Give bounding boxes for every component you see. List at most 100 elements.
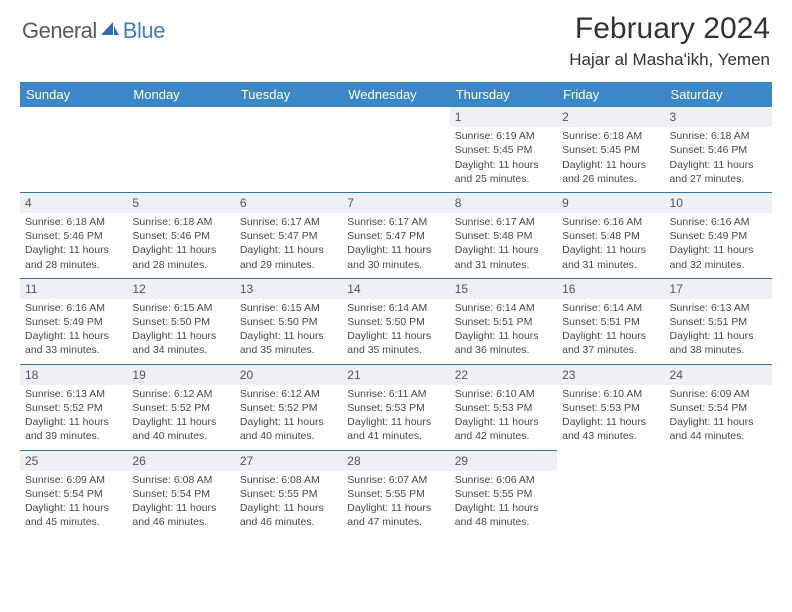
- day-details: Sunrise: 6:14 AMSunset: 5:50 PMDaylight:…: [347, 301, 444, 358]
- calendar-body: 1Sunrise: 6:19 AMSunset: 5:45 PMDaylight…: [20, 107, 772, 535]
- calendar-header-row: SundayMondayTuesdayWednesdayThursdayFrid…: [20, 82, 772, 107]
- calendar-day-cell: 18Sunrise: 6:13 AMSunset: 5:52 PMDayligh…: [20, 364, 127, 450]
- calendar-day-cell: 15Sunrise: 6:14 AMSunset: 5:51 PMDayligh…: [450, 278, 557, 364]
- calendar-day-cell: 8Sunrise: 6:17 AMSunset: 5:48 PMDaylight…: [450, 192, 557, 278]
- day-number: 25: [20, 451, 127, 471]
- day-details: Sunrise: 6:15 AMSunset: 5:50 PMDaylight:…: [240, 301, 337, 358]
- calendar-day-cell: 21Sunrise: 6:11 AMSunset: 5:53 PMDayligh…: [342, 364, 449, 450]
- day-number: 23: [557, 365, 664, 385]
- day-details: Sunrise: 6:18 AMSunset: 5:46 PMDaylight:…: [132, 215, 229, 272]
- calendar-day-cell: 14Sunrise: 6:14 AMSunset: 5:50 PMDayligh…: [342, 278, 449, 364]
- page-header: General Blue February 2024 Hajar al Mash…: [0, 0, 792, 74]
- day-details: Sunrise: 6:18 AMSunset: 5:46 PMDaylight:…: [670, 129, 767, 186]
- day-number: 13: [235, 279, 342, 299]
- calendar-day-cell: 25Sunrise: 6:09 AMSunset: 5:54 PMDayligh…: [20, 450, 127, 535]
- day-details: Sunrise: 6:06 AMSunset: 5:55 PMDaylight:…: [455, 473, 552, 530]
- day-details: Sunrise: 6:13 AMSunset: 5:52 PMDaylight:…: [25, 387, 122, 444]
- day-details: Sunrise: 6:12 AMSunset: 5:52 PMDaylight:…: [132, 387, 229, 444]
- calendar-day-cell: 23Sunrise: 6:10 AMSunset: 5:53 PMDayligh…: [557, 364, 664, 450]
- day-details: Sunrise: 6:18 AMSunset: 5:45 PMDaylight:…: [562, 129, 659, 186]
- calendar-day-cell: 10Sunrise: 6:16 AMSunset: 5:49 PMDayligh…: [665, 192, 772, 278]
- calendar-empty-cell: [665, 450, 772, 535]
- calendar-day-cell: 1Sunrise: 6:19 AMSunset: 5:45 PMDaylight…: [450, 107, 557, 192]
- weekday-header: Tuesday: [235, 82, 342, 107]
- day-number: 29: [450, 451, 557, 471]
- day-details: Sunrise: 6:12 AMSunset: 5:52 PMDaylight:…: [240, 387, 337, 444]
- day-number: 26: [127, 451, 234, 471]
- calendar-day-cell: 22Sunrise: 6:10 AMSunset: 5:53 PMDayligh…: [450, 364, 557, 450]
- day-number: 17: [665, 279, 772, 299]
- calendar-day-cell: 19Sunrise: 6:12 AMSunset: 5:52 PMDayligh…: [127, 364, 234, 450]
- day-number: 9: [557, 193, 664, 213]
- title-block: February 2024 Hajar al Masha'ikh, Yemen: [569, 12, 770, 70]
- day-number: 16: [557, 279, 664, 299]
- day-details: Sunrise: 6:16 AMSunset: 5:48 PMDaylight:…: [562, 215, 659, 272]
- day-number: 24: [665, 365, 772, 385]
- calendar-day-cell: 20Sunrise: 6:12 AMSunset: 5:52 PMDayligh…: [235, 364, 342, 450]
- weekday-header: Wednesday: [342, 82, 449, 107]
- day-number: 12: [127, 279, 234, 299]
- calendar-empty-cell: [20, 107, 127, 192]
- day-details: Sunrise: 6:08 AMSunset: 5:55 PMDaylight:…: [240, 473, 337, 530]
- day-number: 15: [450, 279, 557, 299]
- calendar-empty-cell: [342, 107, 449, 192]
- day-number: 8: [450, 193, 557, 213]
- calendar-table: SundayMondayTuesdayWednesdayThursdayFrid…: [20, 82, 772, 535]
- day-number: 2: [557, 107, 664, 127]
- month-title: February 2024: [569, 12, 770, 46]
- day-details: Sunrise: 6:09 AMSunset: 5:54 PMDaylight:…: [670, 387, 767, 444]
- calendar-day-cell: 16Sunrise: 6:14 AMSunset: 5:51 PMDayligh…: [557, 278, 664, 364]
- day-number: 6: [235, 193, 342, 213]
- day-details: Sunrise: 6:16 AMSunset: 5:49 PMDaylight:…: [25, 301, 122, 358]
- day-details: Sunrise: 6:10 AMSunset: 5:53 PMDaylight:…: [455, 387, 552, 444]
- calendar-day-cell: 29Sunrise: 6:06 AMSunset: 5:55 PMDayligh…: [450, 450, 557, 535]
- day-number: 4: [20, 193, 127, 213]
- day-details: Sunrise: 6:14 AMSunset: 5:51 PMDaylight:…: [562, 301, 659, 358]
- brand-part1: General: [22, 18, 97, 44]
- day-number: 22: [450, 365, 557, 385]
- day-details: Sunrise: 6:14 AMSunset: 5:51 PMDaylight:…: [455, 301, 552, 358]
- day-details: Sunrise: 6:16 AMSunset: 5:49 PMDaylight:…: [670, 215, 767, 272]
- weekday-header: Thursday: [450, 82, 557, 107]
- calendar-day-cell: 24Sunrise: 6:09 AMSunset: 5:54 PMDayligh…: [665, 364, 772, 450]
- day-details: Sunrise: 6:17 AMSunset: 5:48 PMDaylight:…: [455, 215, 552, 272]
- day-number: 10: [665, 193, 772, 213]
- calendar-day-cell: 13Sunrise: 6:15 AMSunset: 5:50 PMDayligh…: [235, 278, 342, 364]
- calendar-day-cell: 26Sunrise: 6:08 AMSunset: 5:54 PMDayligh…: [127, 450, 234, 535]
- brand-sail-icon: [100, 20, 120, 43]
- day-details: Sunrise: 6:08 AMSunset: 5:54 PMDaylight:…: [132, 473, 229, 530]
- day-number: 14: [342, 279, 449, 299]
- day-details: Sunrise: 6:18 AMSunset: 5:46 PMDaylight:…: [25, 215, 122, 272]
- calendar-empty-cell: [235, 107, 342, 192]
- day-details: Sunrise: 6:10 AMSunset: 5:53 PMDaylight:…: [562, 387, 659, 444]
- location-subtitle: Hajar al Masha'ikh, Yemen: [569, 50, 770, 70]
- brand-part2: Blue: [123, 18, 165, 44]
- calendar-day-cell: 3Sunrise: 6:18 AMSunset: 5:46 PMDaylight…: [665, 107, 772, 192]
- day-details: Sunrise: 6:09 AMSunset: 5:54 PMDaylight:…: [25, 473, 122, 530]
- calendar-day-cell: 2Sunrise: 6:18 AMSunset: 5:45 PMDaylight…: [557, 107, 664, 192]
- weekday-header: Friday: [557, 82, 664, 107]
- calendar-day-cell: 7Sunrise: 6:17 AMSunset: 5:47 PMDaylight…: [342, 192, 449, 278]
- calendar-empty-cell: [127, 107, 234, 192]
- day-details: Sunrise: 6:17 AMSunset: 5:47 PMDaylight:…: [240, 215, 337, 272]
- calendar-day-cell: 9Sunrise: 6:16 AMSunset: 5:48 PMDaylight…: [557, 192, 664, 278]
- day-number: 28: [342, 451, 449, 471]
- weekday-header: Saturday: [665, 82, 772, 107]
- calendar-day-cell: 4Sunrise: 6:18 AMSunset: 5:46 PMDaylight…: [20, 192, 127, 278]
- day-number: 5: [127, 193, 234, 213]
- day-number: 11: [20, 279, 127, 299]
- day-number: 7: [342, 193, 449, 213]
- day-number: 3: [665, 107, 772, 127]
- weekday-header: Monday: [127, 82, 234, 107]
- day-details: Sunrise: 6:07 AMSunset: 5:55 PMDaylight:…: [347, 473, 444, 530]
- calendar-day-cell: 12Sunrise: 6:15 AMSunset: 5:50 PMDayligh…: [127, 278, 234, 364]
- weekday-header: Sunday: [20, 82, 127, 107]
- calendar-day-cell: 17Sunrise: 6:13 AMSunset: 5:51 PMDayligh…: [665, 278, 772, 364]
- day-number: 19: [127, 365, 234, 385]
- day-details: Sunrise: 6:17 AMSunset: 5:47 PMDaylight:…: [347, 215, 444, 272]
- day-details: Sunrise: 6:19 AMSunset: 5:45 PMDaylight:…: [455, 129, 552, 186]
- calendar-day-cell: 5Sunrise: 6:18 AMSunset: 5:46 PMDaylight…: [127, 192, 234, 278]
- day-number: 1: [450, 107, 557, 127]
- calendar-day-cell: 11Sunrise: 6:16 AMSunset: 5:49 PMDayligh…: [20, 278, 127, 364]
- calendar-day-cell: 27Sunrise: 6:08 AMSunset: 5:55 PMDayligh…: [235, 450, 342, 535]
